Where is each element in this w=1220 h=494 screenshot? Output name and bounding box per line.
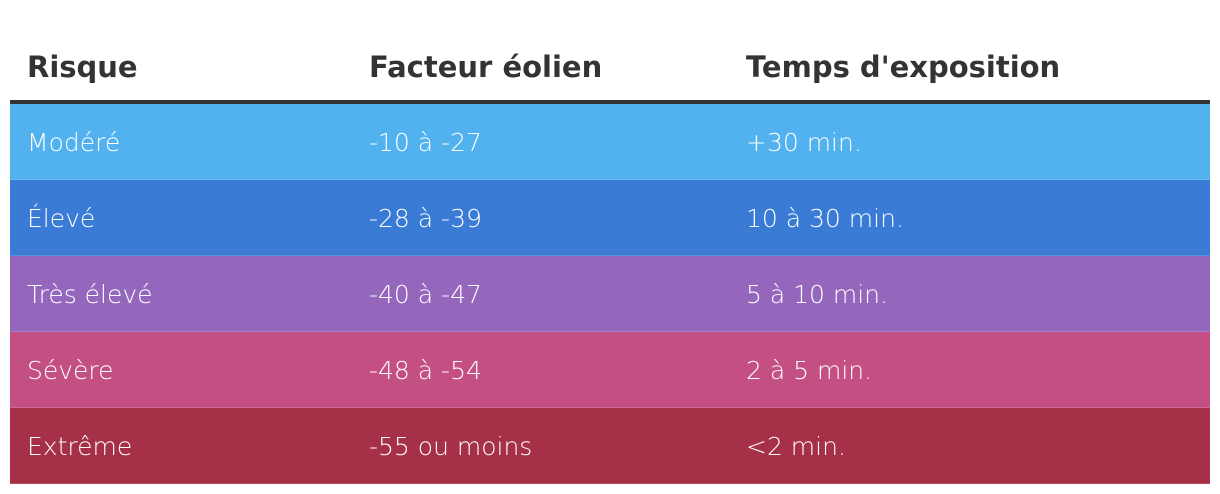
table-cell: +30 min.	[746, 128, 862, 157]
table-row: Très élevé -40 à -47 5 à 10 min.	[10, 256, 1210, 332]
table-row: Extrême -55 ou moins <2 min.	[10, 408, 1210, 484]
header-cell: Temps d'exposition	[746, 50, 1061, 84]
table-cell: 2 à 5 min.	[746, 356, 873, 385]
header-cell: Facteur éolien	[369, 50, 603, 84]
header-cell: Risque	[27, 50, 138, 84]
table-row: Modéré -10 à -27 +30 min.	[10, 104, 1210, 180]
table: Risque Facteur éolien Temps d'exposition M…	[10, 40, 1210, 484]
table-row: Sévère -48 à -54 2 à 5 min.	[10, 332, 1210, 408]
table-cell: -48 à -54	[369, 356, 482, 385]
table-cell: 10 à 30 min.	[746, 204, 904, 233]
table-cell: -40 à -47	[369, 280, 482, 309]
table-cell: -28 à -39	[369, 204, 482, 233]
table-header: Risque Facteur éolien Temps d'exposition	[10, 40, 1210, 104]
table-cell: -10 à -27	[369, 128, 482, 157]
table-cell: Extrême	[27, 432, 133, 461]
table-cell: -55 ou moins	[369, 432, 533, 461]
table-cell: <2 min.	[746, 432, 846, 461]
table-cell: 5 à 10 min.	[746, 280, 888, 309]
table-cell: Élevé	[27, 204, 96, 233]
table-row: Élevé -28 à -39 10 à 30 min.	[10, 180, 1210, 256]
table-cell: Sévère	[27, 356, 114, 385]
table-cell: Très élevé	[27, 280, 153, 309]
table-cell: Modéré	[27, 128, 121, 157]
